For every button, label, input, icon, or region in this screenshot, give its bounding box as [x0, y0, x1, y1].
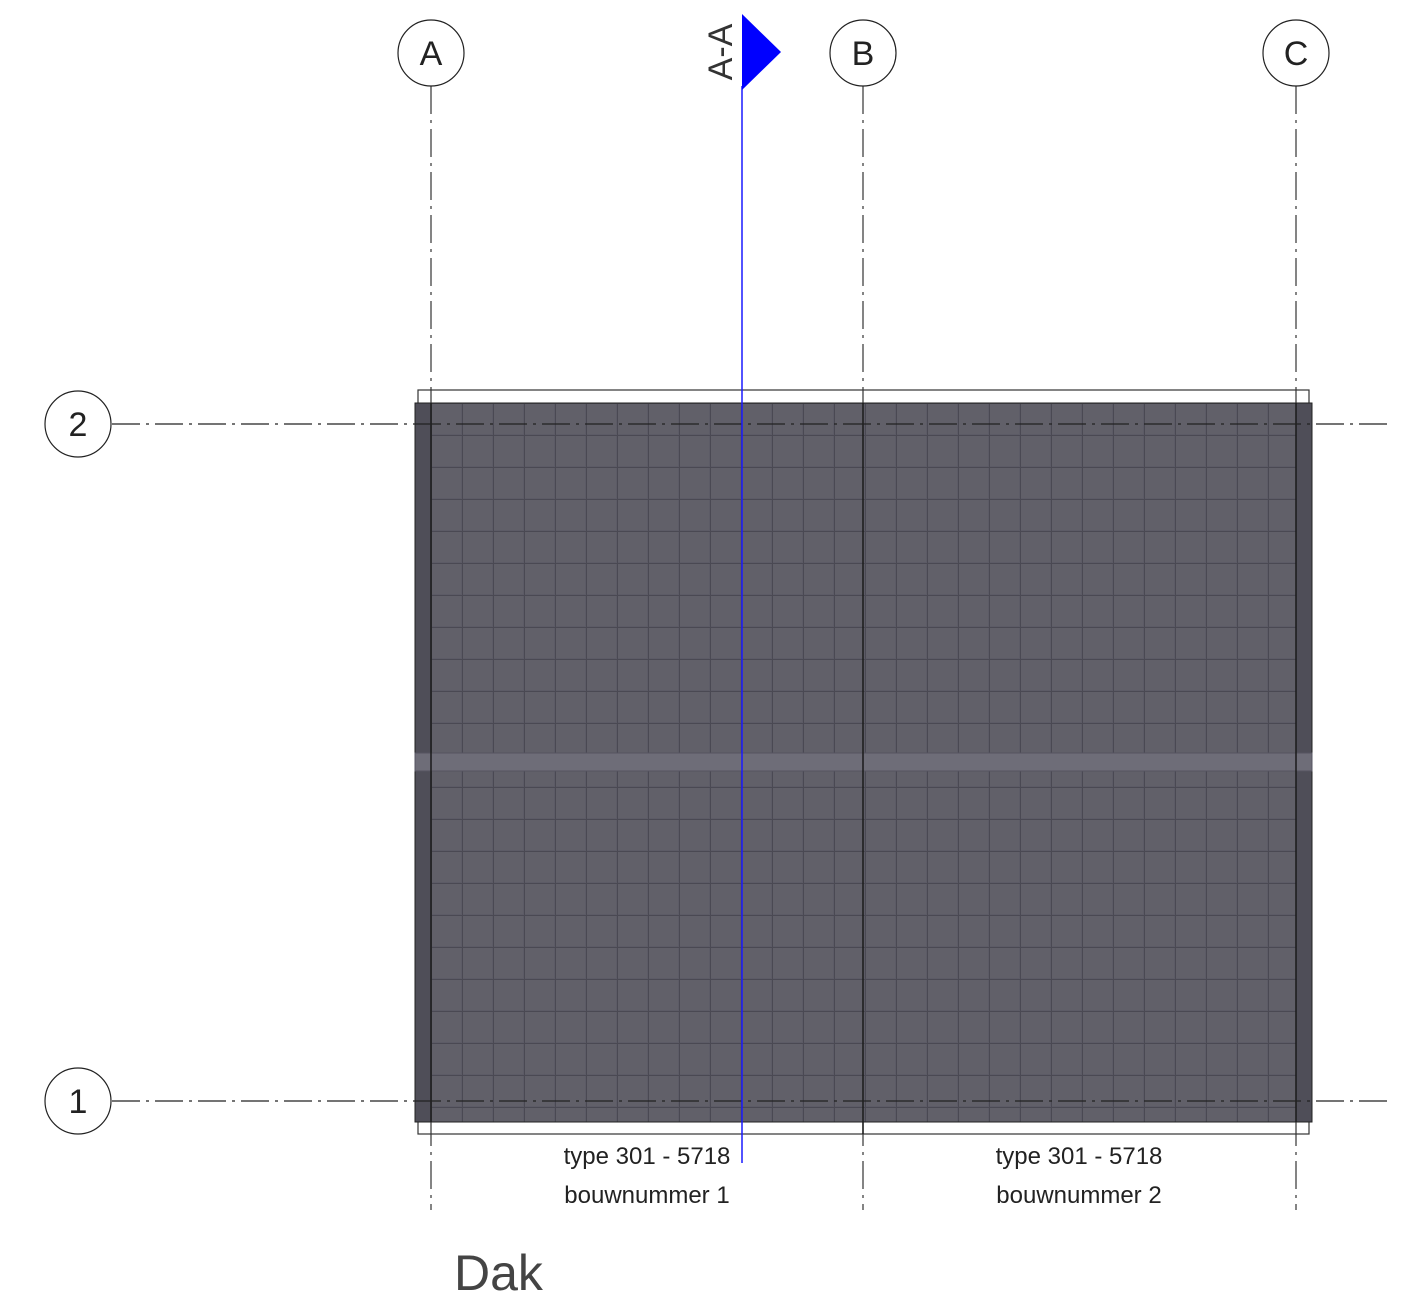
unit-label-1: type 301 - 5718 bouwnummer 1 [564, 1143, 731, 1209]
row-bubble-2: 2 [44, 390, 112, 458]
column-label-b: B [852, 35, 875, 73]
row-label-1: 1 [69, 1083, 88, 1121]
section-marker: A-A [702, 14, 781, 1163]
grid-rows [112, 423, 1390, 1102]
column-label-a: A [420, 35, 443, 73]
column-label-c: C [1284, 35, 1309, 73]
unit-number-1: bouwnummer 1 [564, 1182, 729, 1209]
section-label: A-A [702, 23, 740, 80]
row-label-2: 2 [69, 406, 88, 444]
column-bubble-b: B [829, 19, 897, 87]
view-title: Dak [454, 1245, 544, 1301]
unit-label-2: type 301 - 5718 bouwnummer 2 [996, 1143, 1163, 1209]
column-bubble-a: A [397, 19, 465, 87]
unit-type-2: type 301 - 5718 [996, 1143, 1163, 1170]
section-arrow-icon [742, 14, 781, 90]
unit-number-2: bouwnummer 2 [996, 1182, 1161, 1209]
column-bubble-c: C [1262, 19, 1330, 87]
unit-type-1: type 301 - 5718 [564, 1143, 731, 1170]
row-bubble-1: 1 [44, 1067, 112, 1135]
roof-surface [414, 402, 1313, 1134]
